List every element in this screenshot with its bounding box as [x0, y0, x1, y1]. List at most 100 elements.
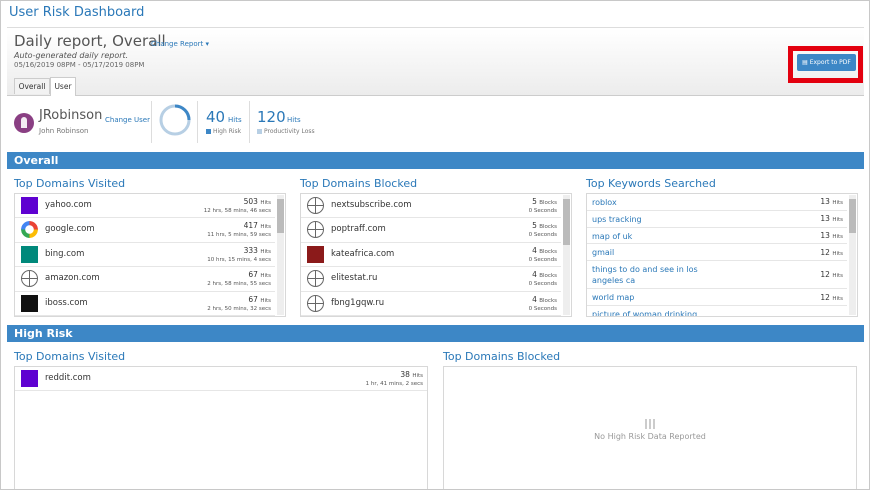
- count: 67 Hits: [248, 270, 271, 279]
- stat-value: 40: [206, 108, 226, 126]
- panel-title: Top Domains Blocked: [443, 350, 561, 363]
- scroll-thumb: [563, 199, 570, 245]
- count: 5 Blocks: [532, 197, 557, 206]
- change-report[interactable]: Change Report ▾: [151, 40, 209, 48]
- icon-logo: [21, 197, 38, 214]
- keyword[interactable]: gmail: [592, 248, 615, 258]
- scroll-thumb: [277, 199, 284, 233]
- panel-title: Top Domains Blocked: [300, 177, 418, 190]
- panel-list: yahoo.com 503 Hits 12 hrs, 58 mins, 46 sec…: [14, 193, 286, 317]
- duration: 0 Seconds: [528, 305, 557, 312]
- tab-active[interactable]: User: [50, 77, 76, 96]
- keyword[interactable]: picture of woman drinking large: [592, 310, 698, 317]
- domain-name: poptraff.com: [331, 224, 386, 235]
- count-value: 503: [243, 197, 258, 206]
- count-unit: Hits: [260, 273, 271, 280]
- keyword-row: ups tracking 13 Hits: [587, 211, 847, 228]
- icon-globe: [21, 270, 38, 288]
- icon-logo: [21, 245, 38, 263]
- full-name: John Robinson: [39, 127, 89, 135]
- count-unit: Blocks: [539, 224, 557, 231]
- count: 12 Hits: [820, 248, 843, 257]
- count-value: 12: [820, 247, 830, 257]
- tab[interactable]: Overall: [14, 78, 50, 94]
- count-unit: Hits: [260, 200, 271, 206]
- scrollbar: [277, 195, 284, 315]
- count-unit: Hits: [832, 250, 843, 257]
- divider: [197, 101, 198, 143]
- icon-globe: [307, 294, 324, 312]
- duration: 11 hrs, 5 mins, 59 secs: [207, 232, 271, 239]
- list-row: amazon.com 67 Hits 2 hrs, 58 mins, 55 secs: [15, 267, 275, 292]
- username: JRobinson: [39, 108, 103, 123]
- donut: [159, 104, 191, 136]
- keyword[interactable]: map of uk: [592, 231, 633, 241]
- count: 5 Blocks: [532, 221, 557, 230]
- count-unit: Hits: [412, 373, 423, 379]
- count: 13 Hits: [820, 197, 843, 206]
- keyword[interactable]: roblox: [592, 198, 617, 207]
- list-row: reddit.com 38 Hits 1 hr, 41 mins, 2 secs: [15, 367, 427, 392]
- panel-title: Top Keywords Searched: [586, 177, 716, 190]
- scrollbar: [849, 195, 856, 315]
- count-unit: Blocks: [539, 273, 557, 280]
- duration: 2 hrs, 50 mins, 32 secs: [207, 305, 271, 312]
- stat-label: High Risk: [213, 128, 242, 135]
- count-unit: Blocks: [539, 297, 557, 304]
- divider: [151, 101, 152, 143]
- count-unit: Hits: [260, 224, 271, 231]
- count: 12 Hits: [820, 270, 843, 279]
- duration: 0 Seconds: [528, 232, 557, 239]
- divider: [7, 27, 864, 28]
- count-value: 67: [248, 270, 258, 280]
- count-value: 12: [820, 270, 830, 280]
- count: 503 Hits: [244, 197, 271, 206]
- count-value: 417: [243, 221, 258, 231]
- count-value: 4: [532, 245, 537, 255]
- duration: 10 hrs, 15 mins, 4 secs: [207, 256, 271, 263]
- list-row: bing.com 333 Hits 10 hrs, 15 mins, 4 secs: [15, 243, 275, 268]
- export-button[interactable]: ▤ Export to PDF: [797, 54, 856, 71]
- icon-logo: [21, 370, 38, 387]
- change-report-label[interactable]: Change Report: [151, 40, 204, 48]
- keyword[interactable]: things to do and see in los angeles ca: [592, 265, 698, 286]
- report-range: 05/16/2019 08PM - 05/17/2019 08PM: [14, 61, 145, 69]
- domain-name: yahoo.com: [45, 200, 92, 210]
- keyword[interactable]: world map: [592, 293, 635, 303]
- count: 4 Blocks: [532, 246, 557, 255]
- count-value: 5: [532, 197, 537, 206]
- domain-name: bing.com: [45, 248, 85, 259]
- icon-globe: [307, 221, 324, 239]
- count-unit: Hits: [260, 248, 271, 255]
- scroll-thumb: [849, 199, 856, 233]
- change-user[interactable]: Change User: [105, 116, 150, 124]
- count-unit: Hits: [260, 297, 271, 304]
- count-value: 12: [820, 292, 830, 302]
- legend-swatch: [257, 129, 262, 134]
- keyword-row: map of uk 13 Hits: [587, 228, 847, 245]
- list-row: fbng1gqw.ru 4 Blocks 0 Seconds: [301, 292, 561, 316]
- keyword-row: gmail 12 Hits: [587, 244, 847, 262]
- domain-name: fbng1gqw.ru: [331, 297, 385, 308]
- domain-name: nextsubscribe.com: [331, 200, 412, 210]
- count-unit: Blocks: [539, 248, 557, 255]
- count-value: 4: [532, 270, 537, 280]
- count-value: 38: [400, 370, 410, 379]
- domain-name: iboss.com: [45, 297, 88, 308]
- duration: 12 hrs, 58 mins, 46 secs: [203, 208, 271, 214]
- icon-logo: [21, 294, 38, 312]
- panel-list: No High Risk Data Reported: [443, 366, 857, 489]
- count-value: 67: [248, 294, 258, 304]
- list-row: kateafrica.com 4 Blocks 0 Seconds: [301, 243, 561, 268]
- icon-logo: [21, 221, 38, 239]
- scrollbar: [563, 195, 570, 315]
- count-unit: Hits: [832, 200, 843, 207]
- duration: 0 Seconds: [528, 208, 557, 214]
- panel-title: Top Domains Visited: [14, 350, 126, 363]
- keyword[interactable]: ups tracking: [592, 214, 642, 224]
- domain-name: reddit.com: [45, 373, 91, 383]
- count-value: 13: [820, 214, 830, 224]
- count-value: 4: [532, 294, 537, 304]
- export-label[interactable]: Export to PDF: [809, 59, 851, 66]
- count: 38 Hits: [400, 370, 423, 379]
